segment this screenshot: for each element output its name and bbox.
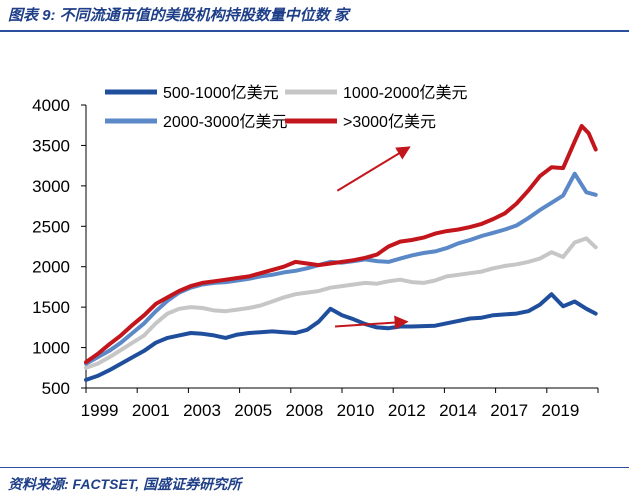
series-line-3 — [84, 124, 598, 365]
x-tick-label: 2012 — [388, 401, 426, 420]
x-tick-label: 2010 — [337, 401, 375, 420]
lower-trend-arrow — [334, 315, 409, 330]
y-tick-label: 1500 — [32, 298, 70, 317]
legend: 500-1000亿美元 1000-2000亿美元 2000-3000亿美元 >3000… — [105, 84, 468, 131]
legend-label-0: 500-1000亿美元 — [163, 84, 279, 102]
x-tick-label: 2005 — [234, 401, 272, 420]
y-axis: 500 1000 1500 2000 2500 3000 3500 4000 — [32, 96, 87, 398]
trend-arrows — [334, 146, 411, 330]
legend-label-1: 1000-2000亿美元 — [343, 84, 468, 102]
y-tick-label: 500 — [42, 379, 70, 398]
x-axis: 1999 2001 2003 2005 2008 2010 2012 2014 2017 2019 — [81, 387, 599, 420]
x-tick-label: 2003 — [183, 401, 221, 420]
figure-title: 图表 9: 不同流通市值的美股机构持股数量中位数 家 — [8, 7, 349, 24]
x-tick-label: 2019 — [541, 401, 579, 420]
y-tick-label: 3000 — [32, 177, 70, 196]
source-divider — [0, 467, 629, 468]
y-tick-label: 2000 — [32, 258, 70, 277]
series-line-0 — [84, 292, 598, 382]
x-tick-label: 1999 — [81, 401, 119, 420]
y-tick-label: 4000 — [32, 96, 70, 115]
y-tick-label: 3500 — [32, 136, 70, 155]
figure-source: 资料来源: FACTSET, 国盛证券研究所 — [8, 476, 242, 492]
x-tick-label: 2014 — [439, 401, 477, 420]
legend-label-2: 2000-3000亿美元 — [163, 113, 288, 131]
series-line-1 — [84, 236, 598, 370]
y-tick-label: 1000 — [32, 339, 70, 358]
x-tick-label: 2001 — [132, 401, 170, 420]
x-tick-label: 2017 — [490, 401, 528, 420]
y-tick-label: 2500 — [32, 217, 70, 236]
legend-label-3: >3000亿美元 — [343, 113, 436, 131]
series-lines — [84, 124, 598, 382]
x-tick-label: 2008 — [285, 401, 323, 420]
upper-trend-arrow — [336, 146, 411, 192]
title-divider — [0, 30, 629, 32]
